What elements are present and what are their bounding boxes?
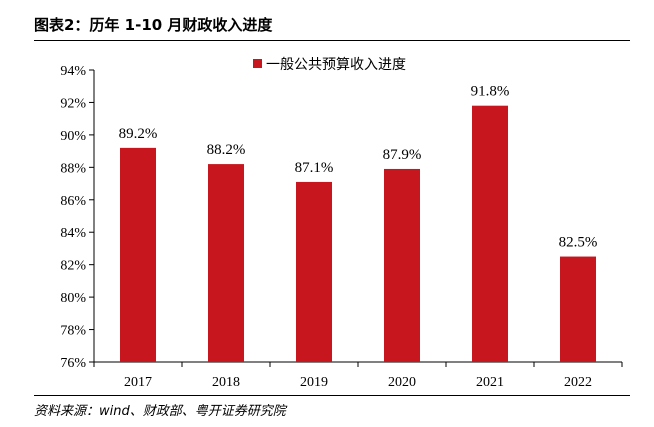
y-tick-label: 88% [60, 161, 86, 176]
legend: 一般公共预算收入进度 [253, 57, 406, 73]
data-label: 91.8% [471, 84, 510, 100]
data-label: 82.5% [559, 235, 598, 251]
y-tick-label: 94% [60, 64, 86, 79]
x-tick-label: 2020 [388, 375, 416, 390]
x-tick-label: 2018 [212, 375, 240, 390]
y-tick-label: 90% [60, 129, 86, 144]
bar-2022 [560, 256, 596, 362]
bar-2019 [296, 181, 332, 362]
y-tick-label: 86% [60, 194, 86, 209]
data-label: 88.2% [207, 142, 246, 158]
data-label: 89.2% [119, 126, 158, 142]
x-axis: 2017 2018 2019 2020 2021 2022 [93, 361, 623, 390]
y-tick-label: 78% [60, 324, 86, 339]
bars [120, 105, 596, 362]
y-axis: 76% 78% 80% 82% 84% 86% 88% 90% 92% 94% [60, 64, 95, 371]
chart-title: 图表2：历年 1-10 月财政收入进度 [34, 16, 273, 34]
bar-2021 [472, 105, 508, 362]
x-tick-label: 2021 [476, 375, 504, 390]
legend-swatch [253, 59, 262, 68]
y-tick-label: 92% [60, 96, 86, 111]
y-tick-label: 84% [60, 226, 86, 241]
x-tick-label: 2022 [564, 375, 592, 390]
data-labels: 89.2% 88.2% 87.1% 87.9% 91.8% 82.5% [119, 84, 598, 251]
legend-label: 一般公共预算收入进度 [266, 57, 406, 73]
y-tick-label: 80% [60, 291, 86, 306]
bar-2020 [384, 168, 420, 362]
y-tick-label: 82% [60, 259, 86, 274]
data-label: 87.1% [295, 160, 334, 176]
y-tick-label: 76% [60, 356, 86, 371]
title-divider [34, 40, 630, 41]
source-divider [34, 395, 630, 396]
bar-2018 [208, 164, 244, 362]
x-tick-label: 2019 [300, 375, 328, 390]
source-note: 资料来源：wind、财政部、粤开证券研究院 [34, 404, 286, 419]
data-label: 87.9% [383, 147, 422, 163]
bar-2017 [120, 147, 156, 362]
x-tick-label: 2017 [124, 375, 152, 390]
